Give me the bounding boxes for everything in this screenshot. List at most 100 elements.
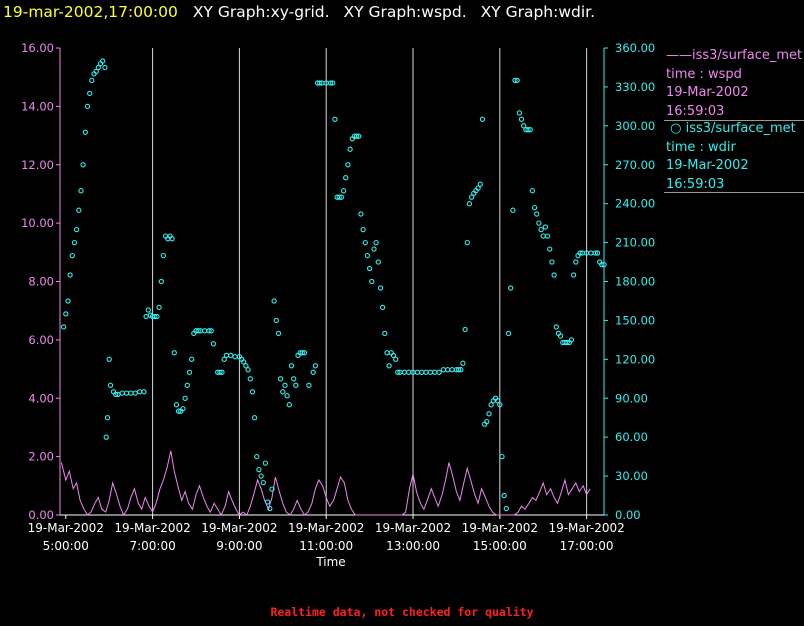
wdir-point	[551, 272, 557, 278]
wdir-point	[65, 298, 71, 304]
wdir-point	[510, 207, 516, 213]
wdir-point	[427, 369, 434, 375]
x-tick-time: 17:00:00	[560, 539, 614, 553]
legend-wspd-source: ——iss3/surface_met	[666, 48, 803, 63]
wdir-point	[594, 250, 601, 256]
wdir-point	[271, 298, 277, 304]
wdir-point	[123, 390, 130, 396]
right-axis-tick-label: 120.00	[615, 352, 655, 366]
graph-name-xy-grid[interactable]: XY Graph:xy-grid.	[192, 3, 330, 21]
wdir-point	[516, 110, 523, 116]
wdir-point	[386, 363, 392, 369]
right-axis-tick-label: 240.00	[615, 197, 655, 211]
wdir-point	[375, 259, 381, 265]
wdir-point	[458, 367, 464, 373]
wdir-point	[588, 250, 594, 256]
wdir-point	[136, 389, 143, 395]
left-axis-tick-label: 4.00	[28, 391, 54, 405]
legend-wspd-date: 19-Mar-2002	[666, 85, 749, 100]
x-tick-date: 19-Mar-2002	[375, 521, 451, 535]
graph-name-wdir[interactable]: XY Graph:wdir.	[480, 3, 596, 21]
wdir-point	[73, 226, 80, 233]
wdir-point	[557, 333, 564, 339]
wdir-point	[390, 352, 397, 359]
wdir-series	[60, 58, 607, 512]
wdir-point	[284, 393, 290, 399]
wdir-point	[536, 220, 542, 226]
wdir-point	[145, 307, 151, 313]
wdir-point	[312, 363, 319, 369]
wdir-point	[106, 356, 112, 362]
wdir-point	[466, 201, 473, 207]
wdir-point	[60, 324, 67, 330]
wdir-point	[80, 162, 86, 168]
wspd-line	[60, 450, 591, 517]
wdir-point	[280, 389, 286, 395]
wdir-point	[468, 194, 475, 200]
wdir-point	[573, 259, 579, 265]
wdir-point	[299, 350, 305, 356]
wdir-point	[254, 453, 260, 460]
wdir-point	[223, 352, 230, 359]
wdir-point	[377, 285, 384, 291]
right-axis-tick-label: 300.00	[615, 119, 655, 133]
wdir-point	[592, 250, 598, 256]
wdir-point	[345, 162, 351, 168]
wdir-point	[601, 261, 607, 268]
x-tick-time: 13:00:00	[386, 539, 440, 553]
legend-wdir-date: 19-Mar-2002	[666, 158, 749, 173]
wdir-point	[373, 239, 379, 246]
wdir-point	[553, 324, 559, 330]
legend-wdir-variable: time : wdir	[666, 139, 736, 155]
wdir-point	[382, 330, 388, 337]
wdir-point	[340, 188, 347, 194]
graph-name-wspd[interactable]: XY Graph:wspd.	[343, 3, 467, 21]
wdir-point	[301, 350, 308, 356]
wdir-point	[544, 233, 551, 239]
wdir-point	[87, 90, 93, 97]
wspd-series	[60, 450, 591, 517]
wdir-point	[82, 129, 88, 135]
wdir-point	[336, 194, 342, 200]
x-tick-date: 19-Mar-2002	[201, 521, 277, 535]
right-axis-tick-label: 0.00	[615, 508, 641, 522]
wdir-point	[353, 133, 360, 139]
wdir-point	[599, 261, 605, 268]
wdir-point	[549, 259, 555, 265]
wdir-point	[286, 402, 292, 408]
x-tick-time: 7:00:00	[129, 539, 175, 553]
wdir-point	[84, 103, 91, 110]
left-axis-tick-label: 10.00	[21, 216, 54, 230]
legend-wspd: ——iss3/surface_met time : wspd 19-Mar-20…	[666, 47, 804, 121]
wdir-point	[132, 390, 138, 396]
wdir-point	[531, 204, 538, 211]
wdir-point	[128, 390, 134, 396]
wdir-point	[103, 434, 109, 440]
wdir-point	[291, 376, 297, 382]
wdir-point	[143, 313, 149, 320]
wdir-point	[366, 265, 373, 272]
wdir-point	[288, 363, 295, 369]
wdir-point	[360, 226, 366, 233]
wdir-point	[371, 246, 377, 252]
right-axis-tick-label: 360.00	[615, 41, 655, 55]
wdir-point	[475, 185, 481, 191]
wdir-point	[508, 285, 514, 291]
wdir-point	[293, 382, 299, 388]
wdir-point	[460, 360, 466, 366]
wdir-point	[347, 146, 353, 152]
wdir-point	[423, 369, 429, 375]
wdir-point	[306, 382, 312, 388]
wdir-point	[501, 492, 507, 499]
x-tick-date: 19-Mar-2002	[462, 521, 538, 535]
wdir-point	[277, 376, 284, 382]
wdir-point	[547, 246, 553, 252]
grid-lines	[152, 48, 588, 515]
left-axis-tick-label: 2.00	[28, 450, 54, 464]
wdir-point	[232, 354, 238, 360]
wdir-point	[267, 505, 273, 512]
wdir-point	[395, 369, 401, 375]
wdir-point	[156, 304, 162, 311]
right-axis-tick-label: 330.00	[615, 80, 655, 94]
